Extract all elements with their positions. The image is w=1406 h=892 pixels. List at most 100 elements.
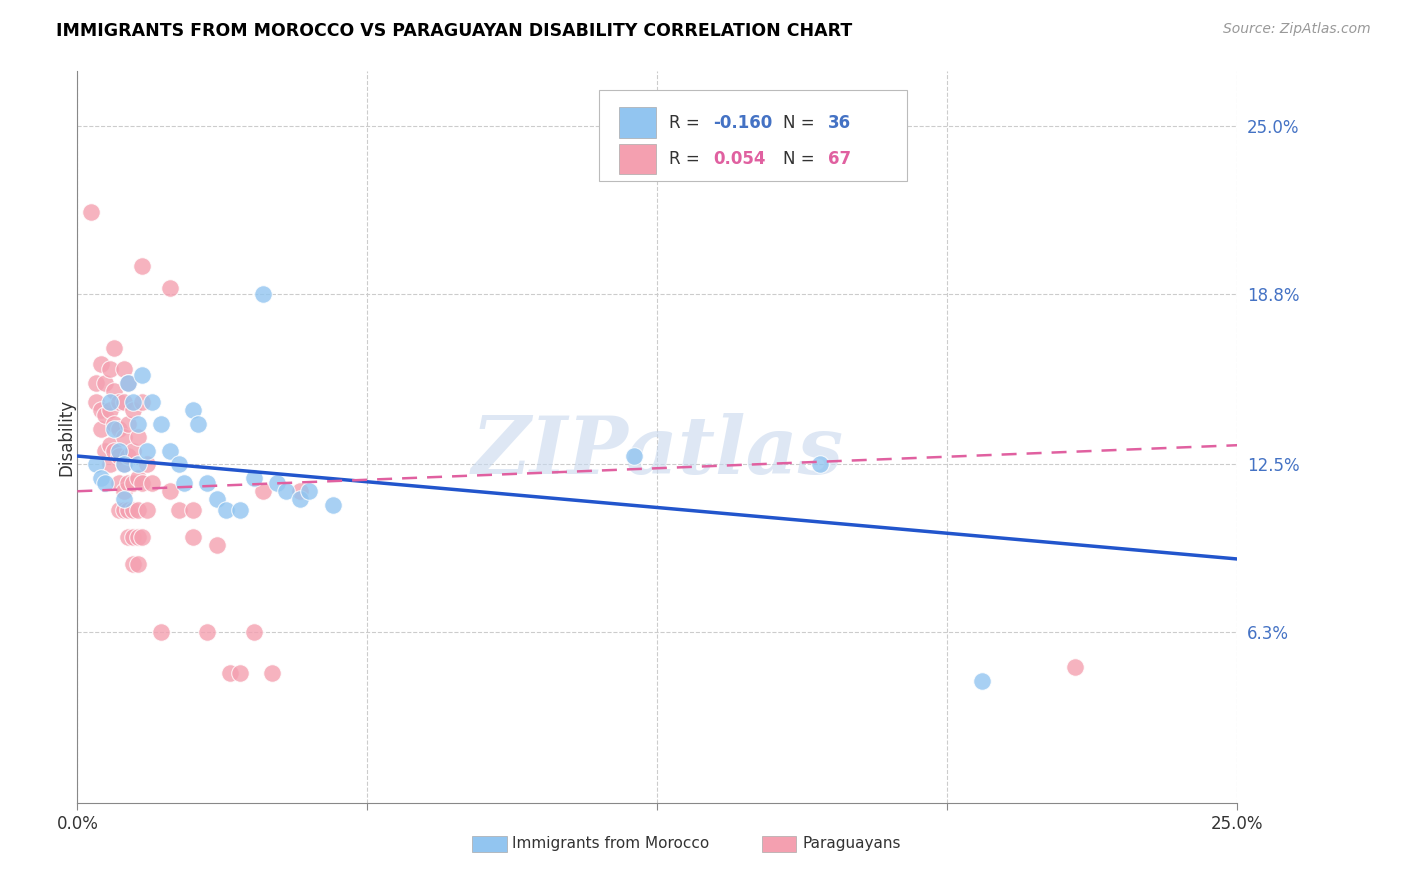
Point: [112, 395, 135, 409]
Point: [131, 395, 153, 409]
Point: [169, 503, 191, 517]
Text: -0.160: -0.160: [713, 114, 772, 132]
Point: [972, 673, 994, 688]
Point: [122, 476, 145, 491]
Point: [94, 409, 117, 423]
Point: [117, 376, 139, 390]
Point: [112, 430, 135, 444]
Point: [205, 492, 228, 507]
Point: [187, 417, 209, 431]
FancyBboxPatch shape: [599, 90, 907, 181]
Text: 0.054: 0.054: [713, 150, 765, 168]
Point: [94, 476, 117, 491]
Point: [131, 530, 153, 544]
Point: [169, 457, 191, 471]
Text: Paraguayans: Paraguayans: [803, 836, 901, 851]
Point: [159, 443, 181, 458]
Point: [298, 484, 321, 499]
Point: [228, 503, 252, 517]
Point: [135, 503, 157, 517]
Point: [127, 471, 149, 485]
Point: [131, 260, 153, 274]
Point: [108, 443, 131, 458]
Point: [131, 368, 153, 382]
Bar: [619, 107, 657, 138]
Text: R =: R =: [669, 114, 704, 132]
Point: [266, 476, 288, 491]
Point: [112, 484, 135, 499]
Point: [108, 395, 131, 409]
Point: [90, 357, 111, 371]
Point: [149, 625, 172, 640]
Bar: [472, 836, 506, 852]
Text: 67: 67: [828, 150, 851, 168]
Point: [127, 430, 149, 444]
Text: R =: R =: [669, 150, 704, 168]
Point: [252, 484, 274, 499]
Point: [135, 443, 157, 458]
Point: [219, 665, 242, 680]
Point: [98, 438, 121, 452]
Point: [173, 476, 195, 491]
Text: IMMIGRANTS FROM MOROCCO VS PARAGUAYAN DISABILITY CORRELATION CHART: IMMIGRANTS FROM MOROCCO VS PARAGUAYAN DI…: [56, 22, 852, 40]
Point: [103, 417, 125, 431]
Point: [112, 457, 135, 471]
Point: [108, 449, 131, 463]
Point: [149, 417, 172, 431]
Point: [90, 403, 111, 417]
Point: [127, 457, 149, 471]
Text: ZIPatlas: ZIPatlas: [471, 413, 844, 491]
Point: [195, 476, 218, 491]
Point: [127, 530, 149, 544]
Point: [103, 384, 125, 398]
Point: [122, 443, 145, 458]
Point: [183, 530, 205, 544]
Point: [117, 530, 139, 544]
Point: [274, 484, 298, 499]
Point: [127, 417, 149, 431]
Point: [183, 503, 205, 517]
Point: [159, 281, 181, 295]
Point: [321, 498, 344, 512]
Point: [90, 471, 111, 485]
Point: [117, 503, 139, 517]
Point: [103, 422, 125, 436]
Point: [84, 395, 107, 409]
Point: [127, 558, 149, 572]
Point: [141, 395, 163, 409]
Point: [1063, 660, 1085, 674]
Point: [228, 665, 252, 680]
Point: [122, 503, 145, 517]
Point: [90, 422, 111, 436]
Point: [112, 503, 135, 517]
Point: [117, 417, 139, 431]
Text: N =: N =: [783, 114, 820, 132]
Point: [288, 484, 311, 499]
Text: N =: N =: [783, 150, 820, 168]
Point: [205, 538, 228, 552]
Text: Source: ZipAtlas.com: Source: ZipAtlas.com: [1223, 22, 1371, 37]
Point: [122, 395, 145, 409]
Point: [108, 503, 131, 517]
Point: [112, 457, 135, 471]
Point: [122, 530, 145, 544]
Text: 36: 36: [828, 114, 851, 132]
Point: [117, 376, 139, 390]
Point: [288, 492, 311, 507]
Point: [94, 443, 117, 458]
Point: [242, 471, 264, 485]
Point: [122, 558, 145, 572]
Point: [98, 403, 121, 417]
Point: [141, 476, 163, 491]
Point: [98, 395, 121, 409]
Point: [808, 457, 831, 471]
Bar: [619, 144, 657, 174]
Point: [242, 625, 264, 640]
Point: [108, 422, 131, 436]
Point: [80, 205, 103, 219]
Point: [252, 286, 274, 301]
Point: [112, 492, 135, 507]
Point: [84, 457, 107, 471]
Point: [135, 457, 157, 471]
Point: [215, 503, 238, 517]
